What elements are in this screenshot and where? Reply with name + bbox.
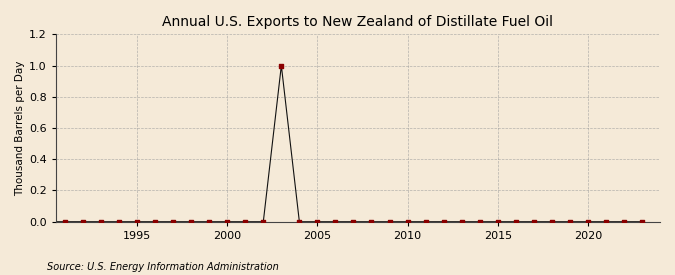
Point (618, 219, 629, 224)
Point (59, 219, 70, 224)
Point (312, 219, 323, 224)
Point (438, 219, 449, 224)
Text: Source: U.S. Energy Information Administration: Source: U.S. Energy Information Administ… (47, 262, 279, 272)
Point (132, 219, 142, 224)
Point (78, 219, 88, 224)
Point (96, 219, 107, 224)
Point (583, 219, 593, 224)
Point (168, 219, 179, 224)
Point (402, 219, 413, 224)
Point (150, 219, 161, 224)
Point (186, 219, 196, 224)
Point (240, 219, 250, 224)
Point (601, 219, 612, 224)
Point (384, 219, 395, 224)
Point (330, 219, 341, 224)
Point (113, 219, 124, 224)
Point (456, 219, 467, 224)
Point (42, 219, 53, 224)
Point (475, 219, 485, 224)
Point (258, 219, 269, 224)
Point (366, 219, 377, 224)
Point (637, 219, 647, 224)
Point (348, 219, 359, 224)
Point (510, 219, 521, 224)
Point (294, 219, 305, 224)
Point (564, 219, 575, 224)
Point (529, 219, 539, 224)
Point (546, 219, 557, 224)
Point (276, 63, 287, 68)
Point (421, 219, 431, 224)
Y-axis label: Thousand Barrels per Day: Thousand Barrels per Day (15, 60, 25, 196)
Point (204, 219, 215, 224)
Point (492, 219, 503, 224)
Point (222, 219, 233, 224)
Title: Annual U.S. Exports to New Zealand of Distillate Fuel Oil: Annual U.S. Exports to New Zealand of Di… (163, 15, 554, 29)
